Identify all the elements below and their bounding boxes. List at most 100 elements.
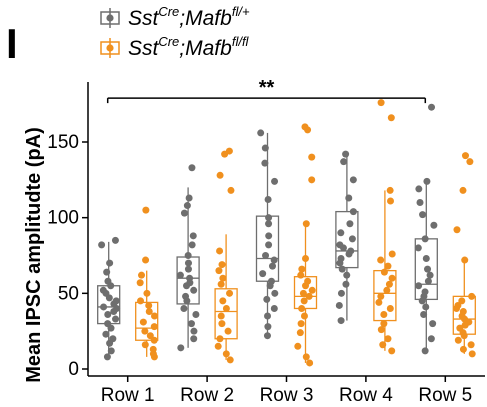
data-point	[422, 255, 430, 263]
data-point	[106, 339, 114, 347]
y-tick-label: 50	[58, 283, 79, 304]
data-point	[107, 282, 115, 290]
legend-text-part: ;Mafb	[179, 7, 232, 30]
data-point	[265, 232, 273, 240]
data-point	[387, 114, 395, 122]
data-point	[180, 209, 188, 217]
panel-label: I	[6, 20, 18, 67]
legend-label: SstCre;Mafbfl/fl	[128, 34, 250, 60]
data-point	[218, 261, 226, 269]
data-point	[102, 330, 110, 338]
data-point	[294, 342, 302, 350]
data-point	[424, 265, 432, 273]
box-group	[452, 152, 476, 358]
data-point	[383, 286, 391, 294]
data-point	[226, 289, 234, 297]
data-point	[150, 323, 158, 331]
data-point	[380, 268, 388, 276]
data-point	[388, 274, 396, 282]
data-point	[219, 297, 227, 305]
data-point	[349, 208, 357, 216]
data-point	[422, 303, 430, 311]
data-point	[190, 327, 198, 335]
data-point	[297, 271, 305, 279]
data-point	[270, 256, 278, 264]
data-point	[216, 247, 224, 255]
data-point	[297, 320, 305, 328]
data-point	[426, 271, 434, 279]
box-group	[176, 164, 200, 352]
data-point	[416, 199, 424, 207]
legend-sup-part: Cre	[158, 4, 179, 19]
data-point	[386, 304, 394, 312]
data-point	[298, 304, 306, 312]
data-point	[106, 259, 114, 267]
data-point	[183, 297, 191, 305]
data-point	[299, 289, 307, 297]
data-point	[103, 268, 111, 276]
y-tick-label: 150	[47, 132, 79, 153]
data-point	[342, 280, 350, 288]
data-point	[461, 256, 469, 264]
y-tick-label: 0	[68, 359, 79, 380]
box	[335, 210, 359, 269]
data-point	[221, 150, 229, 158]
data-point	[261, 144, 269, 152]
data-point	[184, 252, 192, 259]
legend-entry: SstCre;Mafbfl/+	[100, 4, 250, 30]
data-point	[142, 206, 150, 214]
legend-box	[100, 11, 120, 25]
x-tick-label: Row 1	[101, 385, 155, 406]
data-point	[348, 235, 356, 243]
data-point	[377, 99, 385, 107]
data-point	[337, 229, 345, 237]
data-point	[107, 347, 115, 355]
plot-area	[97, 99, 476, 367]
data-point	[349, 176, 357, 184]
data-point	[264, 196, 272, 204]
data-point	[263, 295, 271, 303]
data-point	[387, 197, 395, 205]
box	[293, 276, 318, 310]
data-point	[428, 103, 436, 111]
box-group	[293, 123, 318, 367]
data-point	[145, 307, 153, 315]
data-point	[300, 297, 308, 305]
data-point	[219, 274, 227, 282]
data-point	[384, 335, 392, 343]
data-point	[419, 211, 427, 219]
data-point	[429, 320, 437, 328]
data-point	[185, 194, 193, 202]
data-point	[107, 324, 115, 332]
data-point	[265, 241, 273, 249]
data-point	[100, 303, 108, 311]
data-point	[271, 289, 279, 297]
significance-bracket: **	[106, 77, 427, 104]
data-point	[459, 345, 467, 353]
data-point	[110, 307, 118, 315]
data-point	[308, 176, 316, 184]
data-point	[150, 336, 158, 344]
legend-text-part: Sst	[128, 37, 160, 60]
data-point	[308, 286, 316, 294]
legend-entry: SstCre;Mafbfl/fl	[100, 34, 250, 60]
data-point	[427, 335, 435, 343]
data-point	[268, 262, 276, 270]
data-point	[180, 304, 188, 312]
data-point	[345, 194, 353, 202]
data-point	[296, 329, 304, 337]
data-point	[415, 185, 423, 193]
significance-stars: **	[259, 77, 275, 99]
data-point	[222, 350, 230, 358]
legend-box	[100, 41, 120, 55]
data-point	[184, 259, 192, 267]
data-point	[377, 256, 385, 264]
data-point	[183, 282, 191, 290]
data-point	[430, 221, 438, 229]
box-group	[414, 103, 438, 355]
x-tick-label: Row 5	[418, 385, 472, 406]
data-point	[190, 335, 198, 343]
data-point	[421, 347, 429, 355]
box-group	[335, 150, 359, 325]
legend-text-part: ;Mafb	[179, 37, 232, 60]
